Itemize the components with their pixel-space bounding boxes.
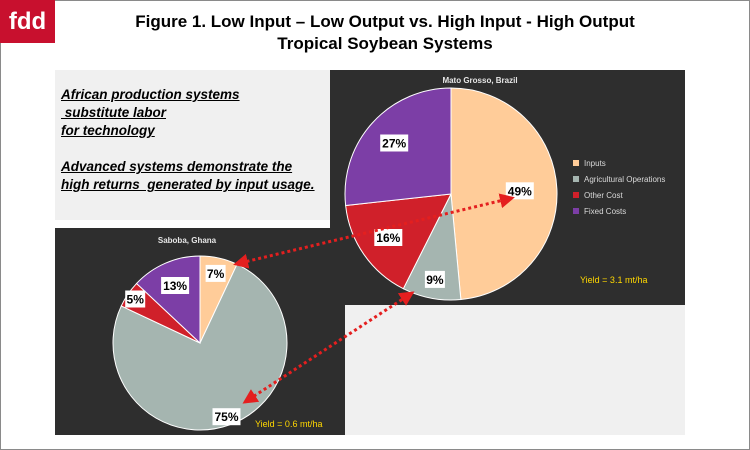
fdd-logo: fdd	[0, 0, 55, 43]
inputs-comparison-arrow	[233, 193, 515, 269]
ag-operations-comparison-arrow	[242, 291, 415, 404]
legend-label-agricultural-operations: Agricultural Operations	[584, 175, 665, 184]
figure-title: Figure 1. Low Input – Low Output vs. Hig…	[75, 11, 695, 55]
svg-text:75%: 75%	[214, 410, 238, 424]
brazil-yield-annotation: Yield = 3.1 mt/ha	[580, 275, 647, 285]
brazil-legend: Inputs Agricultural Operations Other Cost F…	[573, 159, 665, 216]
legend-swatch-agricultural-operations	[573, 176, 579, 182]
legend-swatch-inputs	[573, 160, 579, 166]
ghana-data-label-agricultural-operations: 75%	[212, 408, 241, 426]
legend-swatch-fixed-costs	[573, 208, 579, 214]
legend-label-fixed-costs: Fixed Costs	[584, 207, 626, 216]
ghana-yield-annotation: Yield = 0.6 mt/ha	[255, 419, 322, 429]
brazil-chart: Mato Grosso, Brazil 49% 9% 16% 27% Inputs Ag…	[330, 70, 685, 305]
svg-text:9%: 9%	[426, 273, 444, 287]
brazil-data-label-fixed-costs: 27%	[380, 134, 409, 152]
svg-text:7%: 7%	[207, 267, 225, 281]
svg-text:27%: 27%	[382, 137, 406, 151]
legend-label-other-cost: Other Cost	[584, 191, 623, 200]
note-line-4: Advanced systems demonstrate the	[61, 159, 293, 174]
note-line-1: African production systems	[61, 87, 240, 102]
svg-text:13%: 13%	[163, 279, 187, 293]
note-line-3: for technology	[61, 123, 155, 138]
figure-title-line-2: Tropical Soybean Systems	[277, 34, 493, 53]
legend-label-inputs: Inputs	[584, 159, 606, 168]
ghana-chart-title: Saboba, Ghana	[158, 236, 217, 245]
note-line-2: substitute labor	[61, 105, 167, 120]
ghana-data-label-fixed-costs: 13%	[161, 277, 190, 294]
figure-title-line-1: Figure 1. Low Input – Low Output vs. Hig…	[135, 12, 635, 31]
legend-swatch-other-cost	[573, 192, 579, 198]
ghana-data-label-other-cost: 5%	[125, 290, 146, 308]
note-line-5: high returns generated by input usage.	[61, 177, 315, 192]
brazil-chart-title: Mato Grosso, Brazil	[442, 76, 517, 85]
ghana-data-label-inputs: 7%	[205, 264, 226, 282]
svg-text:5%: 5%	[127, 293, 145, 307]
brazil-data-label-agricultural-operations: 9%	[424, 270, 445, 288]
